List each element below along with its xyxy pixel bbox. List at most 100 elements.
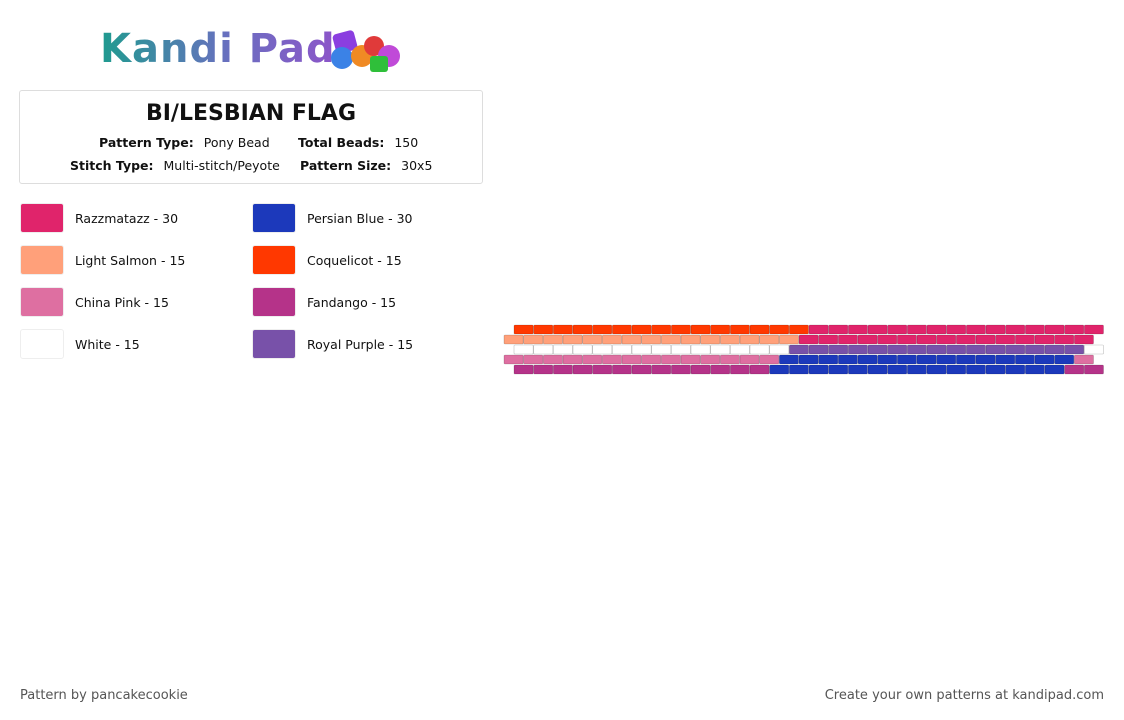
color-swatch <box>20 203 64 233</box>
bead <box>730 364 750 375</box>
bead <box>759 334 780 345</box>
bead <box>513 324 534 335</box>
field-value: 30x5 <box>401 158 433 173</box>
bead <box>730 344 750 355</box>
legend-label: Light Salmon - 15 <box>75 252 186 268</box>
bead <box>818 354 839 365</box>
bead <box>1034 354 1055 365</box>
bead <box>808 364 829 375</box>
bead <box>798 354 819 365</box>
bead <box>523 354 544 365</box>
bead <box>1084 364 1104 375</box>
legend-item: Fandango - 15 <box>252 287 396 317</box>
legend-label: Razzmatazz - 30 <box>75 210 179 226</box>
color-swatch <box>20 287 64 317</box>
bead <box>956 354 976 365</box>
bead <box>749 324 770 335</box>
bead <box>966 324 986 335</box>
bead <box>779 334 799 345</box>
bead <box>936 334 957 345</box>
bead <box>1015 354 1035 365</box>
bead <box>936 354 957 365</box>
bead <box>1025 344 1045 355</box>
bead <box>592 364 613 375</box>
bead <box>602 354 622 365</box>
bead <box>1064 324 1085 335</box>
field-label: Pattern Size: <box>300 158 392 173</box>
bead <box>1064 344 1085 355</box>
legend-item: Light Salmon - 15 <box>20 245 185 275</box>
bead <box>523 334 544 345</box>
bead <box>779 354 799 365</box>
bead <box>1025 364 1045 375</box>
bead <box>720 334 740 345</box>
bead <box>769 364 790 375</box>
bead <box>1044 364 1065 375</box>
legend-label: Royal Purple - 15 <box>307 336 414 352</box>
bead <box>975 354 996 365</box>
bead <box>651 324 672 335</box>
field-label: Total Beads: <box>298 135 385 150</box>
bead <box>1044 344 1065 355</box>
bead <box>907 364 927 375</box>
bead <box>710 344 731 355</box>
bead <box>926 364 947 375</box>
bead <box>621 354 642 365</box>
bead <box>916 354 937 365</box>
field: Stitch Type: Multi-stitch/Peyote <box>70 158 280 173</box>
bead <box>661 354 681 365</box>
bead <box>562 334 583 345</box>
bead <box>1044 324 1065 335</box>
bead <box>1054 354 1075 365</box>
bead <box>916 334 937 345</box>
bead <box>1015 334 1035 345</box>
bead <box>808 344 829 355</box>
bead <box>828 324 849 335</box>
field: Pattern Type: Pony Bead <box>99 135 270 150</box>
bead <box>700 334 721 345</box>
bead <box>789 364 809 375</box>
field-label: Stitch Type: <box>70 158 154 173</box>
bead <box>710 364 731 375</box>
bead <box>926 344 947 355</box>
field-label: Pattern Type: <box>99 135 194 150</box>
bead <box>582 334 603 345</box>
bead <box>966 344 986 355</box>
bead <box>798 334 819 345</box>
bead <box>533 344 554 355</box>
bead <box>503 354 524 365</box>
bead <box>671 344 691 355</box>
color-swatch <box>252 245 296 275</box>
bead <box>621 334 642 345</box>
bead <box>553 364 573 375</box>
color-swatch <box>20 329 64 359</box>
legend-item: Persian Blue - 30 <box>252 203 413 233</box>
bead <box>720 354 740 365</box>
bead <box>985 324 1006 335</box>
legend-label: China Pink - 15 <box>75 294 169 310</box>
bead <box>867 364 888 375</box>
bead <box>690 324 711 335</box>
bead <box>730 324 750 335</box>
bead <box>857 334 878 345</box>
bead <box>533 324 554 335</box>
footer-credit: Pattern by pancakecookie <box>20 688 188 703</box>
bead <box>887 364 908 375</box>
bead <box>818 334 839 345</box>
bead <box>641 334 662 345</box>
bead <box>503 334 524 345</box>
bead <box>956 334 976 345</box>
bead <box>1025 324 1045 335</box>
bead <box>572 364 593 375</box>
bead <box>848 364 868 375</box>
bead <box>543 354 563 365</box>
field: Pattern Size: 30x5 <box>300 158 432 173</box>
bead <box>789 324 809 335</box>
bead <box>651 364 672 375</box>
bead <box>907 344 927 355</box>
bead <box>582 354 603 365</box>
bead <box>838 334 858 345</box>
bead <box>789 344 809 355</box>
bead <box>661 334 681 345</box>
